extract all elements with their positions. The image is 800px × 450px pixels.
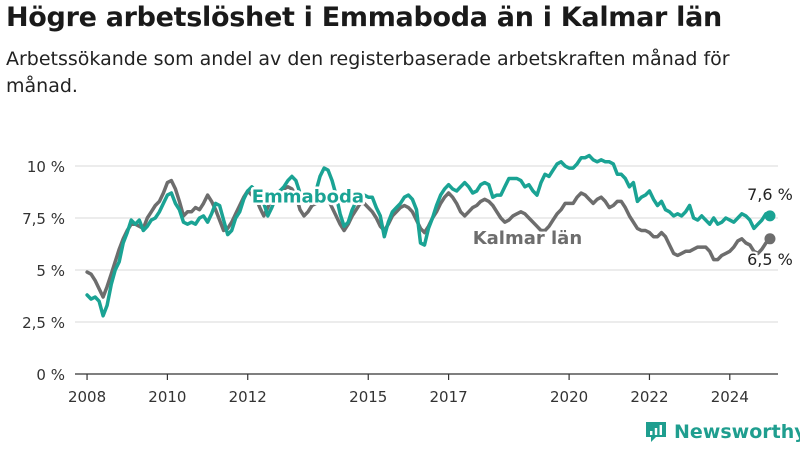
end-label-kalmar: 6,5 % bbox=[747, 250, 793, 269]
x-tick-label: 2012 bbox=[229, 388, 267, 406]
series-end-dot bbox=[764, 210, 776, 222]
y-axis-ticks: 0 % 2,5 % 5 % 7,5 % 10 % bbox=[22, 158, 65, 384]
end-label-emmaboda: 7,6 % bbox=[747, 185, 793, 204]
series-labels: Emmaboda Kalmar län 7,6 % 6,5 % bbox=[249, 183, 795, 271]
x-tick-label: 2017 bbox=[430, 388, 468, 406]
x-tick-label: 2022 bbox=[630, 388, 668, 406]
series-name-kalmar: Kalmar län bbox=[473, 228, 582, 249]
series-end-dot bbox=[764, 233, 776, 245]
brand-name: Newsworthy bbox=[674, 421, 800, 443]
series-line-emmaboda bbox=[85, 153, 772, 318]
y-tick-label: 0 % bbox=[36, 366, 65, 384]
x-tick-label: 2015 bbox=[349, 388, 387, 406]
newsworthy-logo-icon bbox=[646, 422, 666, 442]
newsworthy-brand[interactable]: Newsworthy bbox=[644, 420, 800, 444]
series-lines bbox=[85, 153, 776, 318]
grid-lines bbox=[75, 165, 778, 375]
y-tick-label: 7,5 % bbox=[22, 210, 65, 228]
x-axis-ticks: 2008 2010 2012 2015 2017 2020 2022 2024 bbox=[68, 374, 749, 406]
y-tick-label: 10 % bbox=[27, 158, 65, 176]
y-tick-label: 5 % bbox=[36, 262, 65, 280]
x-tick-label: 2010 bbox=[148, 388, 186, 406]
x-tick-label: 2024 bbox=[711, 388, 749, 406]
series-name-emmaboda: Emmaboda bbox=[252, 186, 364, 207]
x-tick-label: 2008 bbox=[68, 388, 106, 406]
chart-title: Högre arbetslöshet i Emmaboda än i Kalma… bbox=[6, 2, 722, 33]
series-line-kalmar bbox=[85, 178, 772, 299]
chart-subtitle: Arbetssökande som andel av den registerb… bbox=[6, 48, 730, 97]
y-tick-label: 2,5 % bbox=[22, 314, 65, 332]
x-tick-label: 2020 bbox=[550, 388, 588, 406]
